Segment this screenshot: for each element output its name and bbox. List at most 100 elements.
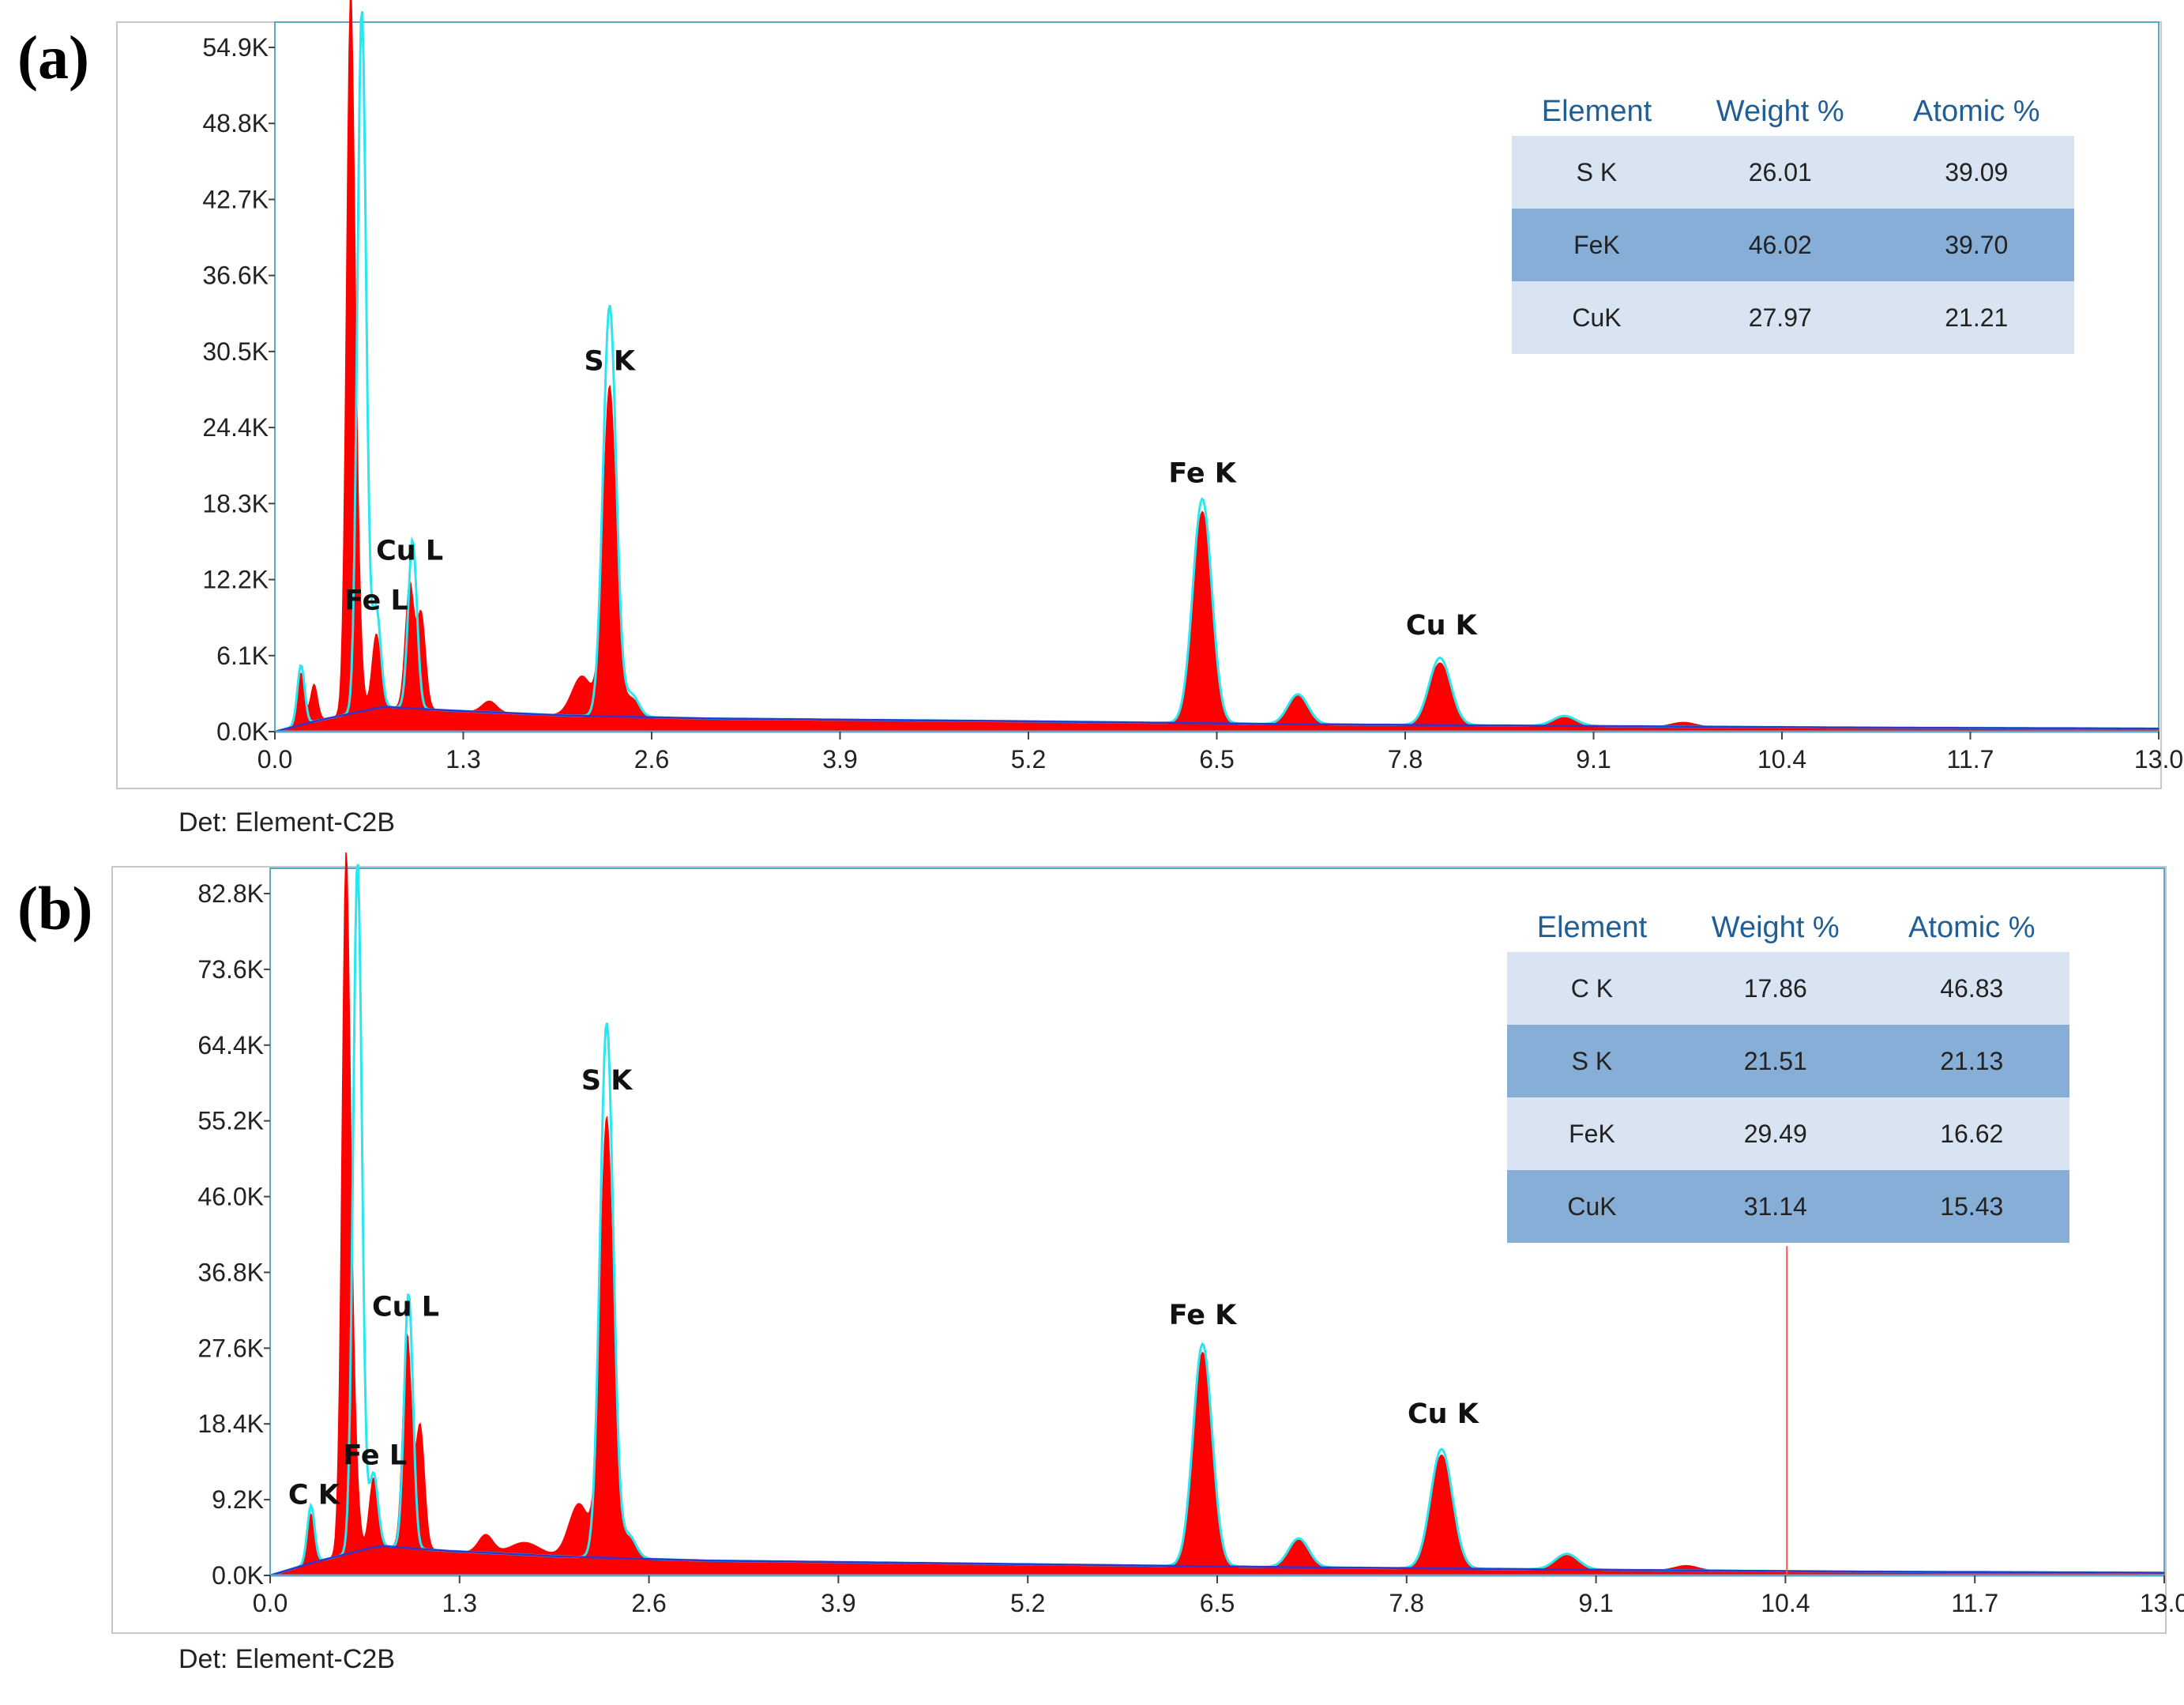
y-tick-label: 64.4K [197,1031,264,1060]
header-atomic: Atomic % [1908,910,2036,944]
table-row: CuK 31.14 15.43 [1507,1170,2069,1243]
x-tick-label: 6.5 [1200,1589,1235,1617]
y-tick-label: 27.6K [197,1334,264,1362]
y-tick-label: 46.0K [197,1183,264,1211]
cell-weight: 27.97 [1681,281,1879,354]
detector-label-b: Det: Element-C2B [179,1644,395,1674]
x-tick-label: 6.5 [1199,745,1234,773]
x-tick-label: 13.0 [2140,1589,2184,1617]
outer-frame [111,866,2167,1634]
y-tick-label: 82.8K [197,879,264,908]
cell-weight: 29.49 [1676,1097,1874,1170]
cell-atomic: 15.43 [1874,1170,2069,1243]
cell-atomic: 16.62 [1874,1097,2069,1170]
composition-table-b: Element Weight % Atomic % C K 17.86 46.8… [1507,903,2069,1243]
header-weight: Weight % [1716,94,1844,128]
background-fit-line [269,1545,2165,1577]
x-tick-label: 2.6 [634,745,669,773]
peak-label: Cu L [376,535,443,566]
x-tick-label: 13.0 [2134,745,2183,773]
x-tick-label: 0.0 [253,1589,288,1617]
x-tick-label: 5.2 [1011,745,1046,773]
cell-atomic: 46.83 [1874,952,2069,1025]
cell-element: CuK [1512,281,1682,354]
x-tick-label: 1.3 [442,1589,477,1617]
background-fit-line [274,706,2159,733]
x-tick-label: 9.1 [1578,1589,1613,1617]
cell-element: CuK [1507,1170,1677,1243]
panel-label-b: (b) [17,874,93,943]
peak-label: Cu K [1406,610,1479,642]
x-tick-label: 11.7 [1947,745,1994,773]
x-tick-label: 5.2 [1010,1589,1045,1617]
cell-weight: 17.86 [1676,952,1874,1025]
y-tick-label: 9.2K [212,1485,264,1514]
x-tick-label: 3.9 [821,1589,855,1617]
y-tick-label: 18.4K [197,1410,264,1438]
panel-a: 0.0K 6.1K 12.2K 18.3K 24.4K 30.5K 36.6K 42.7K 48… [0,0,2184,852]
y-tick-label: 0.0K [216,717,269,746]
table-row: FeK 46.02 39.70 [1512,209,2074,281]
cell-atomic: 39.09 [1878,136,2074,209]
peak-label: Fe L [343,1440,407,1471]
table-header-row: Element Weight % Atomic % [1512,87,2074,136]
x-tick-label: 2.6 [631,1589,666,1617]
header-atomic: Atomic % [1913,94,2040,128]
x-tick-label: 3.9 [822,745,857,773]
detector-label-a: Det: Element-C2B [179,807,395,837]
header-element: Element [1536,910,1648,944]
y-tick-label: 30.5K [202,337,269,366]
table-row: C K 17.86 46.83 [1507,952,2069,1025]
cell-element: S K [1507,1025,1677,1097]
panel-label-a: (a) [17,23,89,92]
panel-b: 0.0K 9.2K 18.4K 27.6K 36.8K 46.0K 55.2K 64.4K 73… [0,852,2184,1705]
y-tick-label: 54.9K [202,33,269,62]
peak-label: Fe K [1168,458,1237,490]
peak-label: S K [581,1065,633,1097]
y-tick-label: 18.3K [202,489,269,518]
spectrum-chart-b: 0.0K 9.2K 18.4K 27.6K 36.8K 46.0K 55.2K 64.4K 73… [111,852,2184,1634]
cell-atomic: 21.21 [1878,281,2074,354]
x-tick-label: 11.7 [1951,1589,1998,1617]
table-row: S K 21.51 21.13 [1507,1025,2069,1097]
peak-label: Fe L [344,585,408,616]
y-tick-label: 36.8K [197,1258,264,1286]
peak-label: C K [288,1479,341,1511]
cell-element: FeK [1512,209,1682,281]
x-tick-label: 10.4 [1761,1589,1810,1617]
table-row: S K 26.01 39.09 [1512,136,2074,209]
cell-atomic: 39.70 [1878,209,2074,281]
cell-weight: 46.02 [1681,209,1879,281]
y-tick-label: 55.2K [197,1107,264,1135]
peak-label: Cu K [1408,1398,1480,1430]
x-tick-label: 7.8 [1389,1589,1424,1617]
x-tick-label: 10.4 [1757,745,1806,773]
x-tick-label: 0.0 [257,745,292,773]
y-tick-label: 0.0K [212,1561,264,1590]
x-tick-label: 1.3 [445,745,480,773]
cell-weight: 31.14 [1676,1170,1874,1243]
y-tick-label: 12.2K [202,566,269,594]
x-tick-label: 9.1 [1576,745,1611,773]
header-weight: Weight % [1711,910,1840,944]
table-header-row: Element Weight % Atomic % [1507,903,2069,952]
y-tick-label: 6.1K [216,642,269,670]
composition-table-a: Element Weight % Atomic % S K 26.01 39.0… [1512,87,2074,354]
y-tick-label: 48.8K [202,109,269,137]
y-tick-label: 24.4K [202,413,269,442]
x-tick-label: 7.8 [1388,745,1423,773]
cell-weight: 21.51 [1676,1025,1874,1097]
y-tick-label: 36.6K [202,262,269,290]
cell-atomic: 21.13 [1874,1025,2069,1097]
cell-weight: 26.01 [1681,136,1879,209]
y-tick-label: 73.6K [197,955,264,984]
peak-label: Fe K [1169,1300,1238,1331]
cell-element: S K [1512,136,1682,209]
spectrum-chart-a: 0.0K 6.1K 12.2K 18.3K 24.4K 30.5K 36.6K 42.7K 48… [116,0,2183,789]
table-row: CuK 27.97 21.21 [1512,281,2074,354]
y-tick-label: 42.7K [202,185,269,213]
cell-element: C K [1507,952,1677,1025]
peak-label: Cu L [372,1292,439,1323]
header-element: Element [1541,94,1652,128]
cell-element: FeK [1507,1097,1677,1170]
